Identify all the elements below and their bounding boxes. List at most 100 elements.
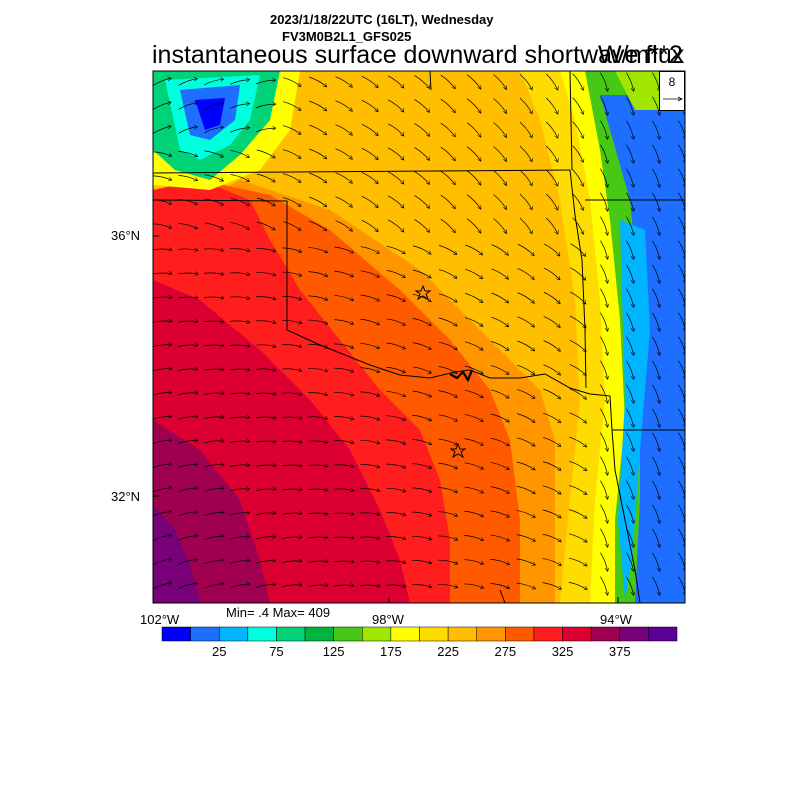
wind-vector — [412, 535, 432, 539]
wind-vector — [360, 513, 380, 515]
wind-vector — [334, 391, 354, 395]
wind-vector — [360, 391, 380, 396]
wind-vector — [177, 273, 198, 274]
wind-vector — [255, 561, 276, 564]
wind-vector — [414, 99, 429, 113]
wind-vector — [359, 537, 380, 539]
wind-vector — [464, 583, 484, 588]
colorbar-swatch — [276, 626, 306, 642]
wind-vector — [387, 75, 404, 88]
colorbar-tick-label: 125 — [322, 644, 345, 659]
wind-vector — [626, 408, 633, 428]
wind-vector — [153, 345, 172, 347]
wind-vector — [493, 218, 506, 233]
star-marker-1 — [414, 284, 432, 301]
wind-vector — [308, 417, 328, 419]
wind-vector — [600, 168, 607, 188]
wind-vector — [153, 393, 172, 396]
wind-vector — [204, 174, 223, 181]
wind-vector — [438, 414, 458, 421]
wind-vector — [491, 268, 508, 279]
wind-vector — [387, 219, 404, 232]
lon-label-102w: 102°W — [140, 612, 180, 627]
wind-vector — [600, 552, 607, 572]
kansas-missouri-border — [569, 70, 573, 171]
kansas-oklahoma-border — [152, 169, 571, 174]
wind-vector — [490, 365, 509, 375]
field-title: instantaneous surface downward shortwave… — [152, 41, 685, 69]
wind-vector — [307, 489, 328, 490]
wind-vector — [386, 294, 406, 302]
wind-vector — [519, 217, 532, 234]
wind-vector — [361, 123, 378, 135]
wind-vector — [386, 439, 406, 444]
wind-vector — [466, 194, 482, 209]
wind-vector — [516, 461, 535, 470]
wind-vector — [516, 413, 535, 423]
wind-vector — [600, 384, 607, 404]
wind-vector — [204, 103, 223, 110]
wind-vector — [153, 223, 172, 228]
wind-vector — [177, 321, 198, 322]
wind-vector — [255, 465, 276, 466]
wind-vector — [335, 196, 353, 208]
wind-vector — [440, 170, 456, 185]
wind-vector — [177, 297, 198, 298]
wind-vector — [412, 342, 432, 350]
wind-vector — [493, 98, 506, 113]
wind-vector — [360, 318, 379, 325]
state-borders — [152, 70, 685, 604]
wind-vector — [543, 243, 560, 256]
min-max-label: Min= .4 Max= 409 — [226, 605, 331, 620]
wind-vector — [572, 193, 584, 211]
wind-vector — [178, 464, 198, 468]
wind-vector — [678, 384, 685, 404]
wind-vector — [204, 127, 223, 134]
wind-vector — [572, 73, 584, 91]
wind-vector — [204, 560, 224, 565]
nw-deep-blue — [195, 98, 225, 130]
wind-vector — [600, 240, 607, 260]
wind-vector — [678, 288, 685, 308]
wind-vector — [652, 192, 659, 212]
wind-vector — [204, 79, 223, 86]
band-purple — [153, 505, 200, 603]
colorbar-swatch — [304, 626, 334, 642]
wind-vector — [412, 585, 432, 588]
wind-vector — [626, 144, 633, 164]
wind-vector — [600, 264, 607, 284]
wind-vector — [678, 120, 685, 140]
wind-vector — [307, 561, 328, 562]
wind-vector — [334, 367, 354, 372]
wind-vector — [308, 271, 327, 277]
colorbar-swatch — [333, 626, 363, 642]
plot-frame — [152, 70, 686, 604]
wind-vector — [153, 273, 172, 274]
wind-vector — [464, 510, 483, 516]
wind-vector — [465, 268, 483, 279]
wind-vector — [386, 270, 406, 278]
wind-vector — [334, 270, 353, 277]
wind-vector — [414, 123, 429, 137]
wind-vector — [440, 74, 456, 89]
colorbar-tick-label: 225 — [437, 644, 459, 659]
wind-vector — [153, 175, 172, 180]
wind-vector — [229, 537, 250, 540]
wind-vector — [256, 272, 276, 275]
wind-vector — [360, 489, 380, 492]
wind-vector — [568, 509, 587, 519]
wind-vector — [490, 534, 509, 541]
cloud-cyan-streaks — [618, 220, 650, 600]
wind-vector — [652, 552, 659, 572]
wind-vector — [178, 512, 198, 517]
wind-vector — [600, 504, 607, 524]
wind-vector — [230, 128, 249, 133]
wind-vector — [360, 415, 380, 420]
reference-vector-box: 8 — [659, 71, 685, 111]
wind-vector — [360, 270, 380, 277]
colorbar-swatch — [505, 626, 535, 642]
wind-vector — [519, 121, 532, 138]
colorbar — [161, 626, 678, 642]
wind-vector — [545, 73, 558, 90]
colorbar-swatch — [161, 626, 191, 642]
